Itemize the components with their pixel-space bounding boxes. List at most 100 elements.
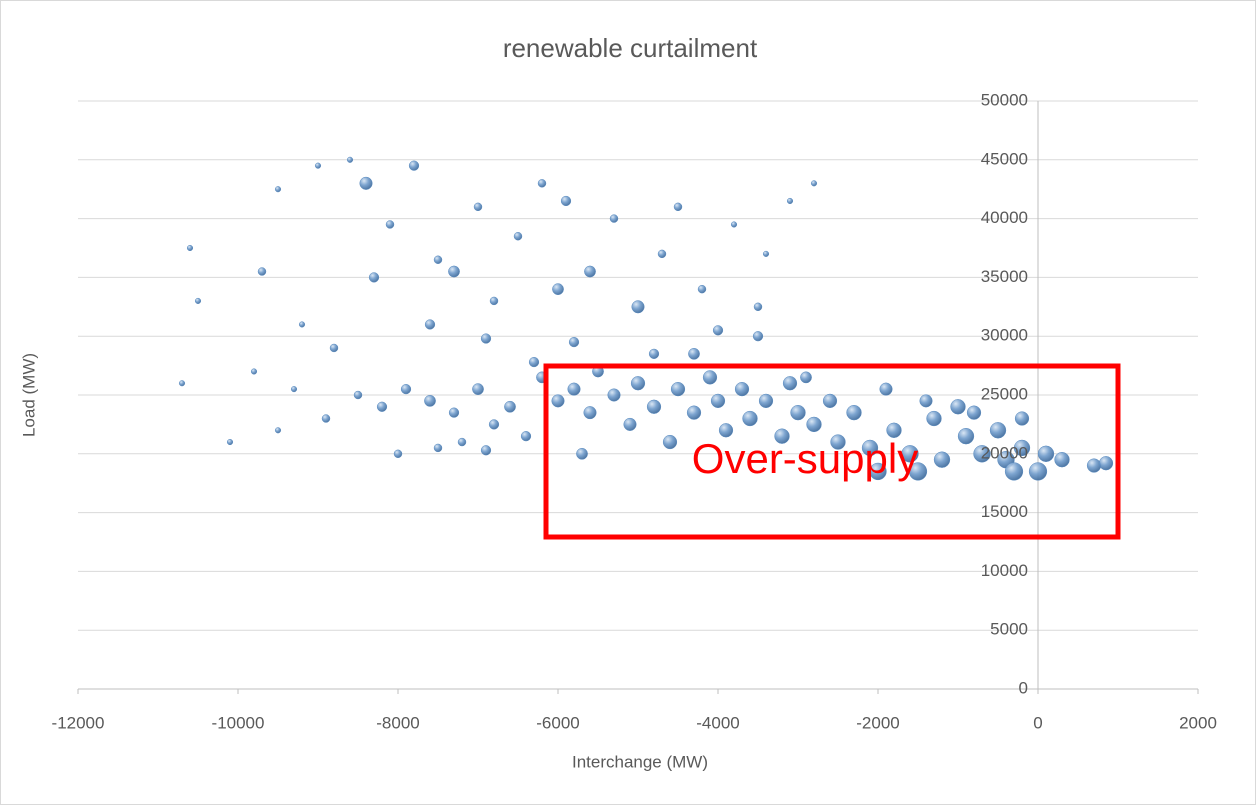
bubble [473, 202, 483, 212]
bubble [528, 356, 540, 368]
bubble [697, 284, 707, 294]
x-tick-label: 0 [1033, 713, 1042, 732]
bubble [274, 427, 282, 434]
bubble [966, 405, 982, 420]
y-tick-label: 10000 [981, 561, 1028, 580]
bubble [560, 195, 572, 207]
bubble [472, 383, 484, 395]
bubble [623, 417, 637, 431]
bubble [989, 422, 1007, 439]
bubble [489, 296, 499, 306]
bubble [314, 162, 322, 169]
bubble [657, 249, 667, 259]
bubble [753, 302, 763, 312]
bubble [513, 232, 523, 241]
bubble [670, 382, 686, 397]
bubble [734, 382, 750, 397]
bubble [702, 370, 718, 385]
bubble [250, 368, 258, 375]
bubble [274, 186, 282, 193]
bubble [457, 437, 467, 447]
bubble [194, 297, 202, 304]
bubble [926, 410, 942, 427]
bubble [480, 445, 492, 456]
bubble [433, 443, 443, 453]
bubble [368, 272, 380, 283]
x-tick-label: -8000 [376, 713, 419, 732]
bubble [1004, 462, 1024, 481]
bubble [321, 414, 331, 423]
bubble [1086, 458, 1102, 473]
bubble [552, 283, 564, 296]
bubble [520, 431, 532, 442]
bubble [830, 434, 846, 450]
bubble [376, 401, 388, 412]
bubble [688, 347, 700, 360]
bubble [886, 422, 902, 438]
chart-title: renewable curtailment [503, 33, 758, 63]
bubble [973, 445, 991, 463]
y-tick-label: 15000 [981, 502, 1028, 521]
bubble [662, 434, 678, 450]
x-axis-label: Interchange (MW) [572, 752, 708, 771]
bubble [730, 221, 738, 228]
bubble [1098, 456, 1114, 471]
bubble [400, 384, 412, 395]
x-tick-label: 2000 [1179, 713, 1217, 732]
bubble [673, 202, 683, 212]
bubble [712, 325, 724, 336]
bubble [752, 331, 764, 342]
bubble [646, 399, 662, 414]
bubble [480, 333, 492, 344]
bubble [742, 410, 758, 427]
bubble [762, 250, 770, 257]
bubble [1054, 452, 1070, 468]
bubble [576, 447, 588, 460]
bubble [609, 214, 619, 223]
bubble [810, 180, 818, 187]
bubble [448, 265, 460, 278]
bubble [686, 405, 702, 420]
bubble [353, 390, 363, 400]
bubble [424, 395, 436, 407]
bubble [537, 179, 547, 188]
bubble [1014, 411, 1030, 426]
bubble [1037, 445, 1055, 462]
annotation: Over-supply [692, 435, 918, 482]
bubble [774, 428, 790, 444]
bubble [1028, 462, 1048, 481]
bubble [488, 419, 500, 430]
y-tick-label: 0 [1019, 678, 1028, 697]
x-tick-label: -12000 [52, 713, 105, 732]
y-axis-label: Load (MW) [19, 353, 38, 437]
x-tick-label: -6000 [536, 713, 579, 732]
y-tick-label: 25000 [981, 384, 1028, 403]
bubble [908, 462, 928, 481]
bubble [648, 348, 660, 359]
bubble [800, 371, 812, 384]
bubble [607, 388, 621, 402]
bubble [861, 439, 879, 457]
bubble [583, 406, 597, 420]
bubble [790, 404, 806, 421]
bubble [631, 300, 645, 314]
bubble [758, 393, 774, 408]
bubble [846, 404, 862, 421]
bubble [359, 176, 373, 190]
bubble [424, 319, 436, 330]
bubble [869, 462, 887, 481]
y-tick-label: 5000 [990, 620, 1028, 639]
bubble [393, 449, 403, 459]
bubble [901, 445, 919, 463]
bubble [186, 244, 194, 252]
bubble [226, 438, 234, 446]
bubble [433, 255, 443, 264]
bubble [718, 423, 734, 438]
x-tick-label: -10000 [212, 713, 265, 732]
bubble [950, 399, 966, 415]
bubble [346, 156, 354, 163]
bubble [786, 197, 794, 205]
y-tick-label: 50000 [981, 90, 1028, 109]
